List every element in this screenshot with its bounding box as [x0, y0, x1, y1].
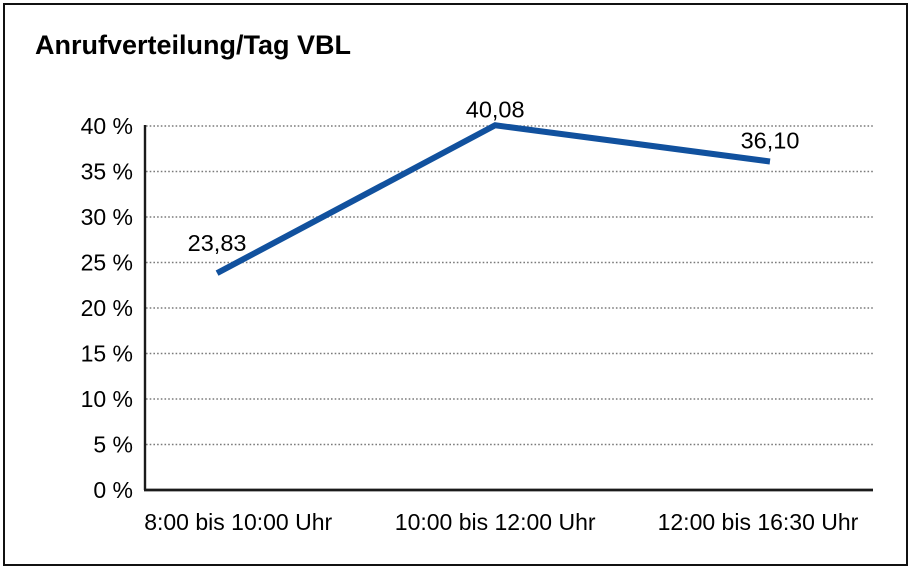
data-point-label: 40,08 — [466, 96, 525, 122]
y-axis-tick-label: 40 % — [81, 113, 133, 139]
y-axis-tick-label: 0 % — [93, 477, 133, 503]
y-axis-tick-label: 15 % — [81, 341, 133, 367]
y-axis-tick-label: 20 % — [81, 295, 133, 321]
data-series-line — [215, 122, 771, 276]
y-axis-tick-label: 25 % — [81, 250, 133, 276]
chart-frame — [3, 3, 908, 566]
y-axis-tick-label: 5 % — [93, 432, 133, 458]
data-point-label: 36,10 — [741, 127, 800, 153]
data-point-label: 23,83 — [188, 230, 247, 256]
y-axis-tick-label: 30 % — [81, 204, 133, 230]
y-axis-tick-label: 35 % — [81, 159, 133, 185]
chart-title: Anrufverteilung/Tag VBL — [35, 30, 352, 60]
y-axis-tick-label: 10 % — [81, 386, 133, 412]
x-axis-category-label: 8:00 bis 10:00 Uhr — [144, 509, 332, 535]
x-axis-category-label: 10:00 bis 12:00 Uhr — [395, 509, 596, 535]
x-axis-category-label: 12:00 bis 16:30 Uhr — [658, 509, 859, 535]
